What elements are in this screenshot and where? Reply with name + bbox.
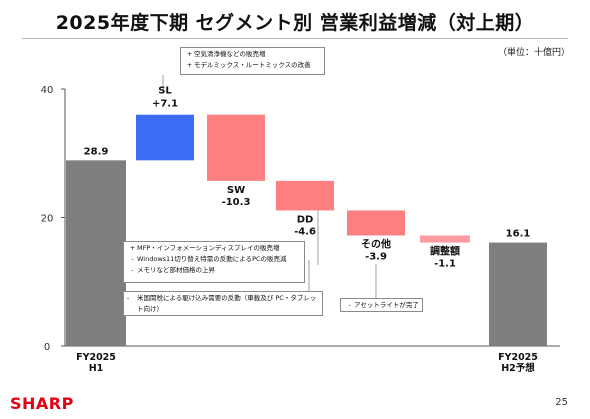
page-title: 2025年度下期 セグメント別 営業利益増減（対上期） [55, 12, 535, 34]
note-item: + 空気清浄機などの販売増 [186, 50, 266, 58]
value-label: +7.1 [152, 99, 178, 110]
note-item: + モデルミックス・ルートミックスの改善 [186, 61, 311, 69]
page-number: 25 [555, 397, 568, 408]
bar-decrease [347, 210, 405, 236]
note-box-other: - アセットライトが完了 [340, 298, 423, 312]
bar-decrease [276, 180, 334, 211]
bar-total [66, 160, 126, 346]
note-item: - 米国関税による駆け込み需要の反動（車載及び PC・タブレット向け） [126, 294, 317, 313]
note-text: MFP・インフォメーションディスプレイの販売増 [137, 244, 280, 252]
unit-label: （単位：十億円） [497, 48, 570, 58]
category-label: FY2025 [76, 352, 116, 363]
category-label: H2予想 [501, 362, 535, 374]
note-text: Windows11切り替え特需の反動によるPCの販売減 [137, 255, 287, 263]
sharp-logo: SHARP [10, 394, 74, 413]
y-tick-label: 0 [44, 342, 50, 353]
category-label: 調整額 [430, 245, 460, 258]
note-item: - メモリなど部材価格の上昇 [131, 266, 215, 274]
value-label: -1.1 [434, 259, 456, 270]
y-tick-label: 40 [41, 85, 54, 96]
note-text: 空気清浄機などの販売増 [194, 50, 266, 58]
note-text: メモリなど部材価格の上昇 [137, 266, 215, 274]
category-label: SW [227, 185, 245, 196]
value-label: 28.9 [84, 146, 109, 157]
note-box-sw: + MFP・インフォメーションディスプレイの販売増 - Windows11切り替え特… [123, 241, 305, 283]
value-label: -3.9 [365, 251, 387, 262]
y-tick-label: 20 [41, 214, 54, 225]
value-label: -10.3 [222, 197, 251, 208]
note-item: - アセットライトが完了 [348, 301, 419, 309]
bar-decrease [207, 114, 265, 181]
value-label: -4.6 [294, 226, 316, 237]
note-text: モデルミックス・ルートミックスの改善 [194, 61, 311, 69]
category-label: FY2025 [498, 352, 538, 363]
bar-increase [136, 114, 194, 161]
note-box-sl: + 空気清浄機などの販売増 + モデルミックス・ルートミックスの改善 [180, 47, 325, 75]
category-label: DD [297, 214, 314, 225]
note-item: + MFP・インフォメーションディスプレイの販売増 [129, 244, 280, 252]
note-box-dd: - 米国関税による駆け込み需要の反動（車載及び PC・タブレット向け） [123, 291, 323, 316]
note-item: - Windows11切り替え特需の反動によるPCの販売減 [131, 255, 287, 263]
category-label: その他 [361, 237, 391, 250]
bar-decrease [420, 235, 470, 243]
note-text: 米国関税による駆け込み需要の反動（車載及び PC・タブレット向け） [137, 294, 317, 313]
category-label: SL [158, 86, 172, 97]
title-divider [22, 38, 568, 39]
bar-total [489, 242, 547, 346]
value-label: 16.1 [506, 229, 531, 240]
note-text: アセットライトが完了 [354, 301, 419, 309]
category-label: H1 [89, 363, 104, 374]
